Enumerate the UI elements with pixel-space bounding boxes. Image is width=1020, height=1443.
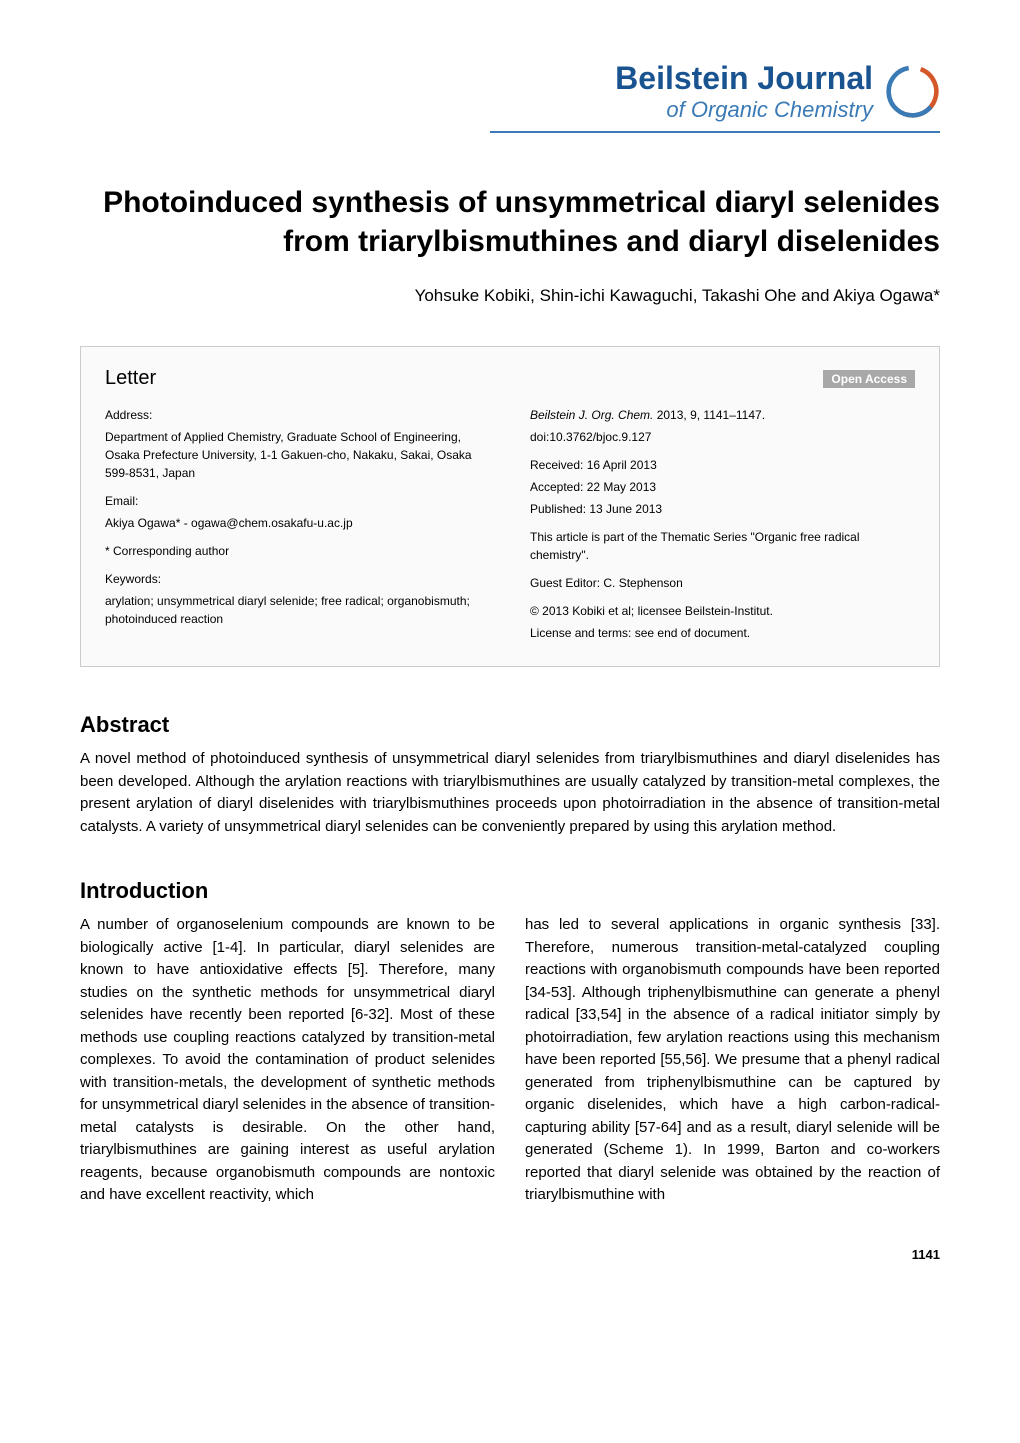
info-left-column: Address: Department of Applied Chemistry… <box>105 406 490 646</box>
header-divider <box>490 131 940 133</box>
keywords-text: arylation; unsymmetrical diaryl selenide… <box>105 592 490 628</box>
license-text: License and terms: see end of document. <box>530 624 915 642</box>
guest-editor: Guest Editor: C. Stephenson <box>530 574 915 592</box>
info-box-header: Letter Open Access <box>105 367 915 390</box>
journal-name-main: Beilstein Journal <box>615 60 873 97</box>
received-date: Received: 16 April 2013 <box>530 456 915 474</box>
email-text: Akiya Ogawa* - ogawa@chem.osakafu-u.ac.j… <box>105 514 490 532</box>
keywords-label: Keywords: <box>105 570 490 588</box>
citation-line: Beilstein J. Org. Chem. 2013, 9, 1141–11… <box>530 406 915 424</box>
email-label: Email: <box>105 492 490 510</box>
abstract-heading: Abstract <box>80 712 940 738</box>
introduction-heading: Introduction <box>80 878 940 904</box>
article-type-label: Letter <box>105 367 156 390</box>
journal-name: Beilstein Journal of Organic Chemistry <box>615 60 873 123</box>
introduction-col-right: has led to several applications in organ… <box>525 914 940 1207</box>
introduction-col-left: A number of organoselenium compounds are… <box>80 914 495 1207</box>
page-number: 1141 <box>80 1247 940 1262</box>
address-label: Address: <box>105 406 490 424</box>
copyright-text: © 2013 Kobiki et al; licensee Beilstein-… <box>530 602 915 620</box>
info-box: Letter Open Access Address: Department o… <box>80 346 940 667</box>
journal-header: Beilstein Journal of Organic Chemistry <box>80 60 940 133</box>
info-columns: Address: Department of Applied Chemistry… <box>105 406 915 646</box>
accepted-date: Accepted: 22 May 2013 <box>530 478 915 496</box>
published-date: Published: 13 June 2013 <box>530 500 915 518</box>
journal-name-sub: of Organic Chemistry <box>615 97 873 123</box>
citation-journal: Beilstein J. Org. Chem. <box>530 408 653 422</box>
journal-logo-block: Beilstein Journal of Organic Chemistry <box>615 60 940 123</box>
citation-details: 2013, 9, 1141–1147. <box>653 408 765 422</box>
info-right-column: Beilstein J. Org. Chem. 2013, 9, 1141–11… <box>530 406 915 646</box>
abstract-text: A novel method of photoinduced synthesis… <box>80 748 940 838</box>
open-access-badge: Open Access <box>823 370 915 388</box>
authors-line: Yohsuke Kobiki, Shin-ichi Kawaguchi, Tak… <box>80 286 940 306</box>
introduction-columns: A number of organoselenium compounds are… <box>80 914 940 1207</box>
doi-text: doi:10.3762/bjoc.9.127 <box>530 428 915 446</box>
address-text: Department of Applied Chemistry, Graduat… <box>105 428 490 482</box>
article-title: Photoinduced synthesis of unsymmetrical … <box>80 183 940 261</box>
journal-logo-icon <box>885 64 940 119</box>
corresponding-note: * Corresponding author <box>105 542 490 560</box>
thematic-series: This article is part of the Thematic Ser… <box>530 528 915 564</box>
